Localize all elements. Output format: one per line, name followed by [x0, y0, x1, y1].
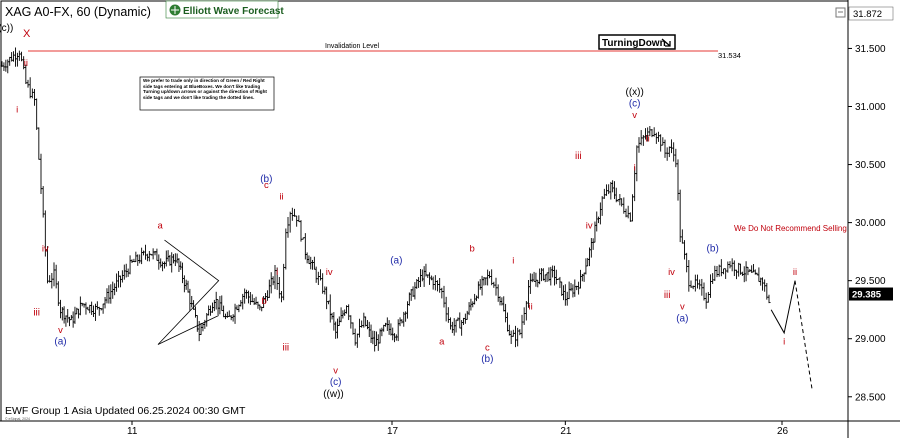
wave-label: i — [512, 255, 514, 266]
brand-name: Elliott Wave Forecast — [183, 6, 284, 17]
triangle-pattern-line — [157, 239, 220, 345]
wave-label: iii — [575, 151, 582, 162]
brand-logo: Elliott Wave Forecast — [165, 0, 284, 19]
y-tick-label: 31.500 — [855, 44, 886, 55]
y-tick-label: 31.000 — [855, 102, 886, 113]
wave-label: b — [470, 244, 475, 255]
y-tick-label: 29.000 — [855, 334, 886, 345]
wave-label: (b) — [481, 354, 493, 365]
x-tick-label: 21 — [560, 426, 572, 437]
y-tick-label: 28.500 — [855, 392, 886, 403]
wave-label: iii — [33, 308, 40, 319]
wave-label: iii — [282, 342, 289, 353]
y-tick-label: 30.000 — [855, 218, 886, 229]
wave-label: i — [783, 337, 785, 348]
wave-label: ((x)) — [626, 87, 644, 98]
arrow-down-right-icon — [661, 38, 671, 47]
wave-label: iv — [668, 267, 675, 278]
plot-area — [0, 0, 849, 422]
current-price-tag: 29.385 — [849, 287, 893, 301]
wave-label: a — [439, 337, 445, 348]
trading-note-text: We prefer to trade only in direction of … — [143, 78, 267, 100]
wave-label: c — [485, 342, 490, 353]
projection-dashed-path — [794, 280, 813, 392]
wave-label: ii — [646, 133, 650, 144]
trading-note: We prefer to trade only in direction of … — [139, 76, 275, 111]
x-tick-label: 17 — [387, 426, 399, 437]
wave-label: (c) — [629, 99, 641, 110]
copyright: © eSignal, 2024 — [5, 417, 30, 421]
y-tick-label: 30.500 — [855, 160, 886, 171]
invalidation-value: 31.534 — [718, 51, 741, 60]
wave-label: iv — [42, 244, 49, 255]
wave-label: ii — [279, 191, 283, 202]
top-price-tag: 31.872 — [848, 6, 894, 21]
wave-label: ii — [793, 267, 797, 278]
selling-warning: We Do Not Recommend Selling — [734, 224, 847, 233]
x-tick-label: 26 — [777, 426, 789, 437]
wave-label: (a) — [676, 313, 688, 324]
wave-label: (a) — [390, 255, 402, 266]
wave-label: ((w)) — [323, 389, 344, 400]
wave-label-x: X — [23, 28, 31, 40]
update-footer: EWF Group 1 Asia Updated 06.25.2024 00:3… — [5, 405, 246, 417]
wave-label: (b) — [707, 244, 719, 255]
wave-label: iii — [664, 290, 671, 301]
wave-label: (c) — [330, 377, 342, 388]
wave-label: ((c)) — [0, 23, 13, 34]
wave-label: b — [262, 296, 267, 307]
wave-label: (a) — [54, 337, 66, 348]
wave-label: i — [16, 104, 18, 115]
wave-label: v — [680, 302, 685, 313]
wave-label: c — [264, 180, 269, 191]
wave-label: v — [58, 325, 63, 336]
wave-label: ii — [529, 302, 533, 313]
wave-label: a — [158, 220, 164, 231]
wave-label: ii — [24, 58, 28, 69]
wave-label: (b) — [260, 174, 272, 185]
turning-down-badge: TurningDown — [598, 34, 676, 50]
wave-label: v — [632, 110, 637, 121]
wave-label: v — [333, 366, 338, 377]
wave-label: i — [276, 267, 278, 278]
current-price-text: 29.385 — [852, 290, 882, 301]
wave-label: iv — [326, 267, 333, 278]
invalidation-label: Invalidation Level — [325, 43, 380, 50]
y-tick-label: 29.500 — [855, 276, 886, 287]
top-price-text: 31.872 — [853, 9, 882, 20]
chart-symbol: XAG A0-FX, 60 (Dynamic) — [5, 5, 151, 19]
wave-label: i — [634, 162, 636, 173]
x-tick-label: 11 — [127, 426, 138, 437]
triangle-pattern-line — [157, 315, 219, 345]
turning-down-text: TurningDown — [602, 38, 666, 49]
wave-label: iv — [586, 220, 593, 231]
projection-solid-path — [770, 280, 796, 335]
